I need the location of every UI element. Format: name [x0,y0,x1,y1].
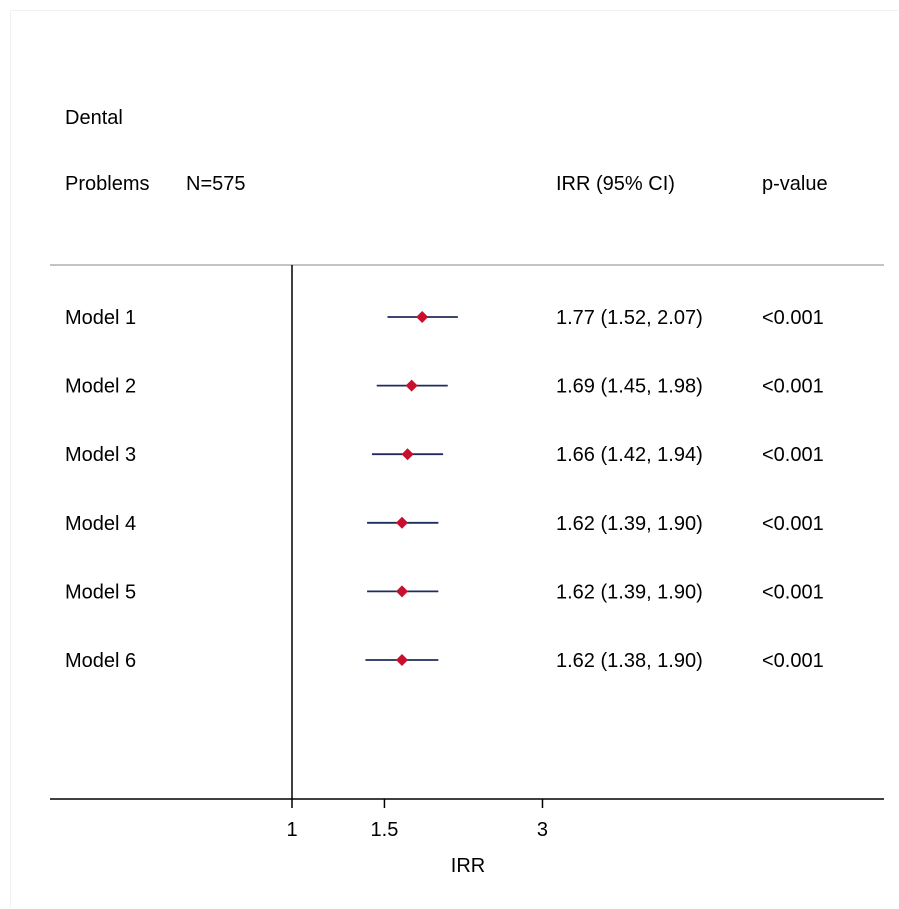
point-estimate-marker [395,585,408,598]
p-value-text: <0.001 [762,581,824,603]
row-label: Model 4 [65,513,136,535]
point-estimate-marker [416,311,429,323]
row-label: Model 2 [65,376,136,398]
row-label: Model 6 [65,650,136,672]
row-label: Model 5 [65,581,136,603]
forest-rows: Model 1 1.77 (1.52, 2.07) <0.001 Model 2 1.6… [65,307,824,672]
x-tick-label: 3 [537,819,548,841]
ci-text: 1.62 (1.38, 1.90) [556,650,703,672]
p-value-text: <0.001 [762,650,824,672]
header-title-line1: Dental [65,107,123,129]
x-axis-label: IRR [451,855,485,877]
ci-text: 1.62 (1.39, 1.90) [556,513,703,535]
ci-text: 1.69 (1.45, 1.98) [556,376,703,398]
forest-row: Model 3 1.66 (1.42, 1.94) <0.001 [65,444,824,466]
p-value-text: <0.001 [762,513,824,535]
row-label: Model 3 [65,444,136,466]
point-estimate-marker [401,448,414,461]
forest-row: Model 6 1.62 (1.38, 1.90) <0.001 [65,650,824,672]
header-pvalue-column: p-value [762,173,828,195]
forest-row: Model 5 1.62 (1.39, 1.90) <0.001 [65,581,824,603]
row-label: Model 1 [65,307,136,329]
forest-row: Model 2 1.69 (1.45, 1.98) <0.001 [65,376,824,398]
p-value-text: <0.001 [762,307,824,329]
x-tick-label: 1.5 [371,819,399,841]
point-estimate-marker [395,516,408,529]
point-estimate-marker [395,654,408,666]
plot-frame [10,10,898,908]
ci-text: 1.62 (1.39, 1.90) [556,581,703,603]
forest-row: Model 4 1.62 (1.39, 1.90) <0.001 [65,513,824,535]
ci-text: 1.77 (1.52, 2.07) [556,307,703,329]
header-ci-column: IRR (95% CI) [556,173,675,195]
header-title-line2: Problems [65,173,149,195]
ci-text: 1.66 (1.42, 1.94) [556,444,703,466]
forest-row: Model 1 1.77 (1.52, 2.07) <0.001 [65,307,824,329]
p-value-text: <0.001 [762,376,824,398]
header-sample-size: N=575 [186,173,246,195]
point-estimate-marker [405,379,418,392]
x-tick-label: 1 [286,819,297,841]
p-value-text: <0.001 [762,444,824,466]
x-axis-ticks: 1 1.5 3 [286,799,548,841]
